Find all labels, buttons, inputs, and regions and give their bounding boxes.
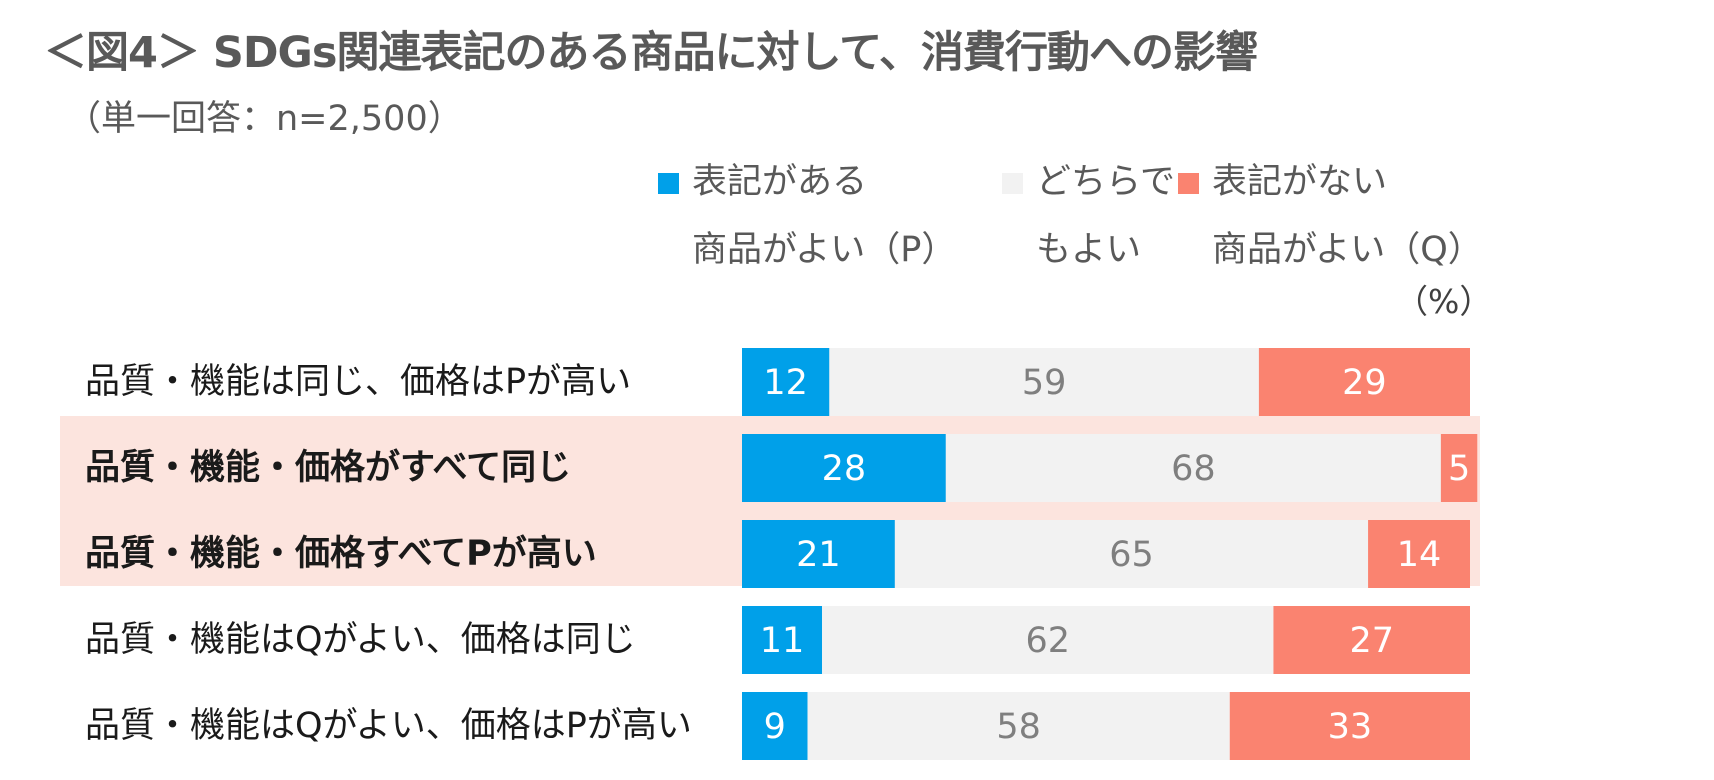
bar-p-row-4 bbox=[742, 692, 808, 760]
bar-q-row-1 bbox=[1440, 434, 1478, 502]
legend-swatch-p bbox=[658, 173, 679, 194]
unit-label: （%） bbox=[1395, 282, 1493, 321]
row-label-4: 品質・機能はQがよい、価格はPが高い bbox=[85, 706, 692, 746]
bar-p-row-2 bbox=[742, 520, 895, 588]
row-label-1: 品質・機能・価格がすべて同じ bbox=[85, 448, 572, 488]
bar-label-p-row-2: 21 bbox=[796, 535, 841, 575]
bar-label-neutral-row-1: 68 bbox=[1171, 449, 1216, 489]
bar-p-row-1 bbox=[742, 434, 946, 502]
row-label-0: 品質・機能は同じ、価格はPが高い bbox=[85, 362, 632, 402]
bar-label-q-row-2: 14 bbox=[1397, 535, 1442, 575]
bar-neutral-row-0 bbox=[829, 348, 1259, 416]
legend-label-q-line2: 商品がよい（Q） bbox=[1212, 230, 1483, 270]
legend-label-p-line1: 表記がある bbox=[692, 162, 868, 202]
legend-label-neutral-line2: もよい bbox=[1036, 230, 1142, 270]
chart-subtitle: （単一回答：n=2,500） bbox=[66, 99, 463, 139]
bar-neutral-row-4 bbox=[807, 692, 1230, 760]
bar-q-row-3 bbox=[1273, 606, 1470, 674]
row-label-2: 品質・機能・価格すべてPが高い bbox=[85, 534, 597, 574]
legend-label-q-line1: 表記がない bbox=[1212, 162, 1388, 202]
bar-label-q-row-4: 33 bbox=[1328, 707, 1373, 747]
legend-swatch-neutral bbox=[1002, 173, 1023, 194]
bar-label-q-row-1: 5 bbox=[1448, 449, 1470, 489]
bar-label-neutral-row-3: 62 bbox=[1025, 621, 1070, 661]
bar-label-neutral-row-2: 65 bbox=[1109, 535, 1154, 575]
bar-label-q-row-0: 29 bbox=[1342, 363, 1387, 403]
bar-neutral-row-3 bbox=[822, 606, 1274, 674]
legend-swatch-q bbox=[1178, 173, 1199, 194]
bar-label-neutral-row-0: 59 bbox=[1022, 363, 1067, 403]
bar-neutral-row-2 bbox=[894, 520, 1369, 588]
bar-neutral-row-1 bbox=[945, 434, 1441, 502]
bar-p-row-0 bbox=[742, 348, 830, 416]
legend-label-neutral-line1: どちらで bbox=[1036, 162, 1175, 202]
bar-label-p-row-1: 28 bbox=[822, 449, 867, 489]
bar-label-p-row-0: 12 bbox=[763, 363, 808, 403]
bar-label-q-row-3: 27 bbox=[1349, 621, 1394, 661]
chart-title: ＜図4＞ SDGs関連表記のある商品に対して、消費行動への影響 bbox=[44, 28, 1258, 78]
row-label-3: 品質・機能はQがよい、価格は同じ bbox=[85, 620, 636, 660]
bar-label-p-row-4: 9 bbox=[764, 707, 786, 747]
bar-q-row-2 bbox=[1368, 520, 1470, 588]
bar-label-p-row-3: 11 bbox=[760, 621, 805, 661]
legend-label-p-line2: 商品がよい（P） bbox=[692, 230, 957, 270]
bar-p-row-3 bbox=[742, 606, 823, 674]
bar-label-neutral-row-4: 58 bbox=[996, 707, 1041, 747]
bar-q-row-0 bbox=[1258, 348, 1470, 416]
bar-q-row-4 bbox=[1229, 692, 1470, 760]
